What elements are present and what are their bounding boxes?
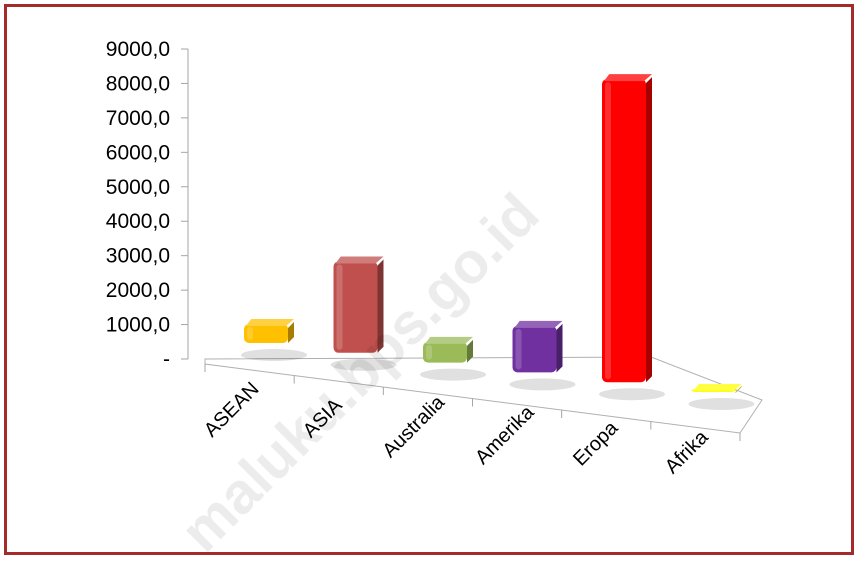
bar-top xyxy=(604,74,652,82)
bar-highlight xyxy=(426,344,432,360)
bar-shadow xyxy=(241,349,307,361)
y-tick-label: 2000,0 xyxy=(106,279,170,302)
bar-front xyxy=(244,324,288,343)
category-label: Amerika xyxy=(471,401,539,469)
bar-amerika xyxy=(509,320,576,391)
bar-highlight xyxy=(336,264,343,350)
y-tick-label: 9000,0 xyxy=(106,38,170,61)
bar-front xyxy=(512,325,557,373)
bar-highlight xyxy=(605,82,611,380)
bar-shadow xyxy=(420,368,486,381)
bar-side xyxy=(467,339,473,363)
bar-top xyxy=(246,319,294,327)
bar-side xyxy=(377,259,384,353)
y-tick-label: 5000,0 xyxy=(106,176,170,199)
bar-highlight xyxy=(247,327,253,340)
bar-side xyxy=(735,386,742,393)
bar-side xyxy=(556,323,563,373)
bar-top xyxy=(335,256,384,264)
chart-axes: - 1000,0 2000,0 3000,0 4000,0 5000,0 6000,0 700… xyxy=(106,38,763,442)
y-tick-label: 6000,0 xyxy=(106,141,170,164)
bar-highlight xyxy=(515,328,522,370)
y-tick-label: 8000,0 xyxy=(106,72,170,95)
y-tick-label: 4000,0 xyxy=(106,210,170,233)
bar-front xyxy=(333,261,378,353)
bar-front xyxy=(423,341,467,363)
category-label: Australia xyxy=(378,391,449,462)
y-tick-label: 7000,0 xyxy=(106,107,170,130)
bar-side xyxy=(288,322,294,343)
bar-shadow xyxy=(330,358,397,371)
bar-shadow xyxy=(599,388,665,401)
y-tick-label: 3000,0 xyxy=(106,245,170,268)
y-tick-label: - xyxy=(163,348,170,371)
bar-asean xyxy=(241,319,307,361)
chart-bars xyxy=(241,74,755,410)
bar-shadow xyxy=(509,378,576,391)
chart-frame xyxy=(4,4,854,555)
bar-front xyxy=(602,79,646,383)
bar-australia xyxy=(420,336,486,381)
bar-afrika xyxy=(688,384,755,410)
category-label: Afrika xyxy=(661,426,713,478)
y-tick-label: 1000,0 xyxy=(106,314,170,337)
bar-top xyxy=(425,336,473,344)
bar-top xyxy=(514,320,563,328)
bar-side xyxy=(646,77,652,383)
category-label: Eropa xyxy=(569,416,623,470)
bar-shadow xyxy=(688,398,755,410)
bar-asia xyxy=(330,256,397,371)
bar-eropa xyxy=(599,74,665,401)
bar-top xyxy=(693,384,742,391)
